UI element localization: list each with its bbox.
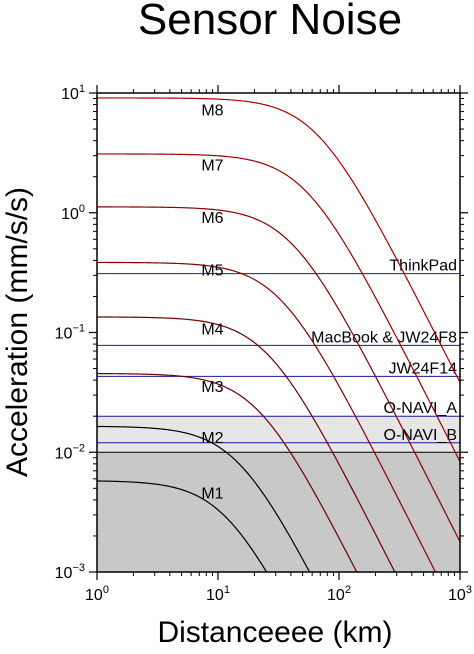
label-m5: M5 bbox=[201, 262, 223, 279]
label-m6: M6 bbox=[201, 210, 223, 227]
curve-m2 bbox=[97, 425, 311, 572]
noise-label-macbook-jw24f8: MacBook & JW24F8 bbox=[311, 329, 457, 346]
chart-title: Sensor Noise bbox=[138, 0, 402, 44]
x-tick-label: 102 bbox=[327, 584, 351, 604]
y-tick-label: 10−2 bbox=[55, 442, 85, 462]
x-tick-label: 103 bbox=[448, 584, 472, 604]
noise-label-o-navi-a: O-NAVI_A bbox=[384, 400, 458, 417]
curve-m7 bbox=[97, 153, 460, 462]
x-tick-label: 100 bbox=[85, 584, 109, 604]
curve-m5 bbox=[97, 261, 437, 572]
curve-m8 bbox=[97, 97, 460, 383]
curve-m1 bbox=[97, 480, 268, 572]
y-tick-label: 10−3 bbox=[55, 562, 85, 582]
label-m7: M7 bbox=[201, 158, 223, 175]
y-tick-label: 10−1 bbox=[55, 323, 85, 343]
y-tick-label: 100 bbox=[61, 203, 85, 223]
label-m2: M2 bbox=[201, 430, 223, 447]
noise-label-thinkpad: ThinkPad bbox=[389, 258, 457, 275]
label-m4: M4 bbox=[201, 322, 223, 339]
noise-label-o-navi-b: O-NAVI_B bbox=[384, 427, 458, 444]
y-axis-label: Acceleration (mm/s/s) bbox=[1, 187, 34, 477]
curve-m6 bbox=[97, 206, 460, 543]
plot-area: ThinkPad MacBook & JW24F8 JW24F14 O-NAVI_A O… bbox=[55, 83, 472, 604]
curve-m3 bbox=[97, 372, 358, 572]
label-m8: M8 bbox=[201, 102, 223, 119]
x-tick-label: 101 bbox=[206, 584, 230, 604]
label-m3: M3 bbox=[201, 379, 223, 396]
noise-label-jw24f14: JW24F14 bbox=[389, 360, 458, 377]
label-m1: M1 bbox=[201, 486, 223, 503]
x-axis-label: Distanceeee (km) bbox=[157, 616, 392, 649]
shaded-band-1 bbox=[97, 452, 460, 572]
curve-m4 bbox=[97, 316, 396, 572]
y-tick-label: 101 bbox=[61, 83, 85, 103]
magnitude-curves bbox=[97, 97, 460, 572]
